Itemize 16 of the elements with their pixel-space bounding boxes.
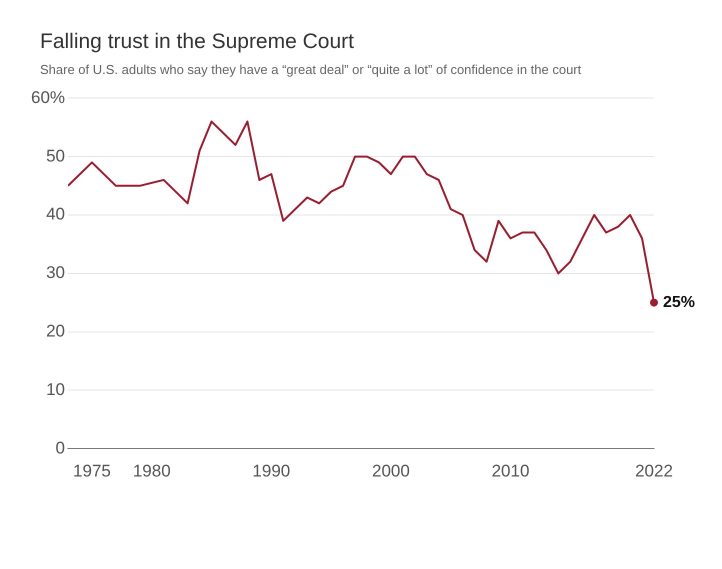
y-tick-label: 20 xyxy=(46,321,66,340)
x-tick-label: 2000 xyxy=(372,461,410,480)
y-tick-label: 50 xyxy=(46,146,66,166)
x-tick-label: 1980 xyxy=(132,461,171,480)
y-tick-label: 40 xyxy=(46,204,66,224)
x-tick-label: 1990 xyxy=(252,461,290,480)
chart-title: Falling trust in the Supreme Court xyxy=(40,30,354,54)
y-tick-label: 30 xyxy=(46,263,66,282)
y-tick-label: 0 xyxy=(56,438,66,458)
x-tick-label: 1975 xyxy=(73,461,111,480)
y-tick-label: 10 xyxy=(46,380,66,399)
y-tick-label: 60% xyxy=(30,88,66,107)
annotation: 25% xyxy=(663,294,696,312)
chart-subtitle: Share of U.S. adults who say they have a “great deal” or “quite a lot” of confidence in the court xyxy=(40,62,582,77)
x-tick-label: 2010 xyxy=(492,461,530,480)
x-tick-label: 2022 xyxy=(635,461,673,480)
